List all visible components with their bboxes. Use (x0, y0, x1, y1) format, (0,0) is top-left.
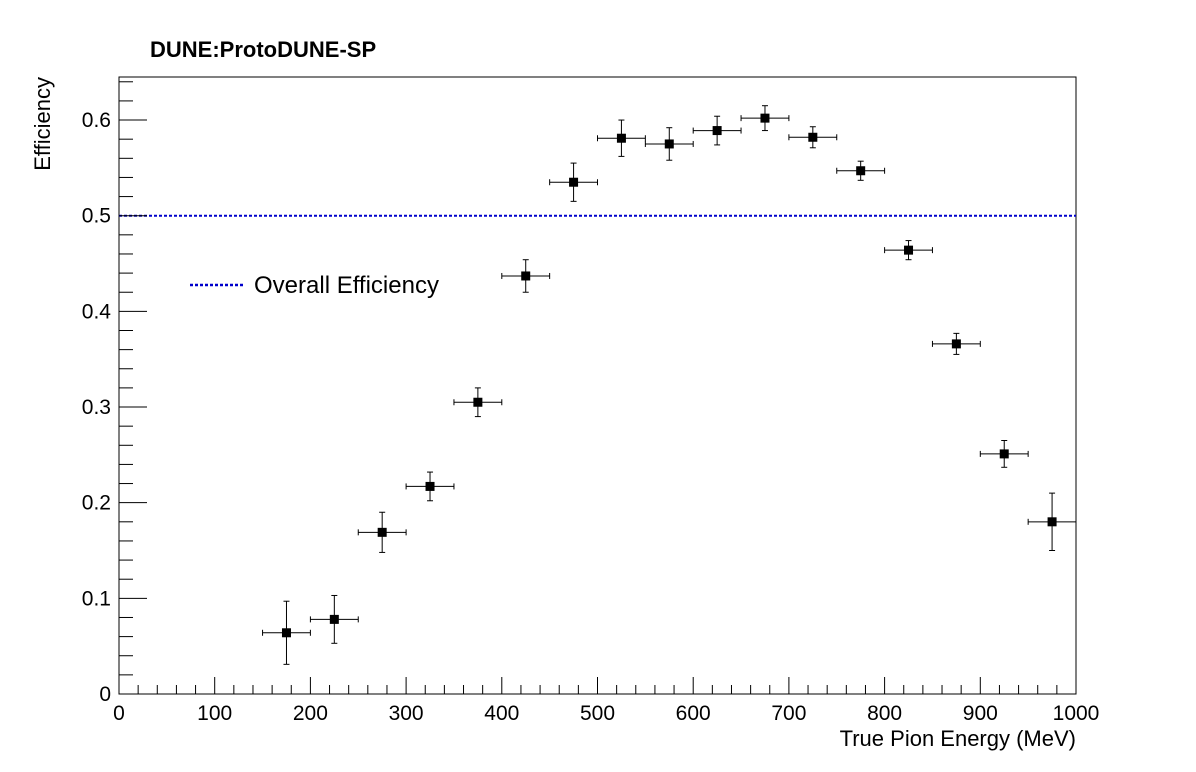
data-point (692, 115, 742, 146)
x-tick-label: 400 (484, 702, 519, 725)
data-point (740, 105, 790, 132)
x-tick-label: 0 (113, 702, 125, 725)
data-point (979, 440, 1029, 468)
data-point (644, 127, 694, 161)
data-marker (904, 245, 914, 255)
data-point (931, 332, 981, 355)
data-marker (712, 126, 722, 136)
data-marker (808, 132, 818, 142)
data-point (597, 119, 646, 157)
legend-label-overall-efficiency: Overall Efficiency (254, 272, 439, 299)
data-marker (425, 481, 435, 491)
data-marker (616, 133, 626, 143)
axis-ticks: 0 100 200 300 400 500 600 700 800 900 1000 0 0.1 0.2 0… (82, 81, 1100, 725)
data-marker (760, 113, 770, 123)
data-point (501, 259, 551, 293)
data-marker (329, 614, 339, 624)
data-point (453, 387, 503, 418)
x-tick-label: 1000 (1053, 702, 1100, 725)
y-tick-label: 0.3 (82, 396, 111, 419)
data-points (262, 105, 1077, 665)
x-tick-label: 300 (389, 702, 424, 725)
y-axis-title: Efficiency (30, 77, 55, 171)
y-tick-label: 0.1 (82, 587, 111, 610)
data-marker (473, 397, 483, 407)
data-marker (281, 628, 291, 638)
chart-title: DUNE:ProtoDUNE-SP (150, 37, 376, 62)
data-point (262, 600, 311, 665)
data-marker (856, 166, 866, 176)
data-point (788, 126, 838, 149)
data-marker (1047, 517, 1057, 527)
x-tick-label: 500 (580, 702, 615, 725)
data-point (405, 471, 455, 502)
y-tick-label: 0 (99, 683, 111, 706)
data-point (1027, 492, 1077, 552)
data-point (836, 160, 886, 181)
y-tick-label: 0.2 (82, 492, 111, 515)
x-tick-label: 800 (867, 702, 902, 725)
legend: Overall Efficiency (190, 272, 439, 299)
data-point (884, 240, 933, 261)
data-point (549, 162, 598, 202)
data-point (309, 594, 359, 644)
x-tick-label: 700 (771, 702, 806, 725)
data-marker (377, 527, 387, 537)
data-marker (521, 271, 531, 281)
y-tick-label: 0.5 (82, 205, 111, 228)
data-point (357, 511, 407, 553)
data-marker (569, 177, 579, 187)
x-tick-label: 200 (293, 702, 328, 725)
x-axis-title: True Pion Energy (MeV) (840, 726, 1076, 751)
y-tick-label: 0.6 (82, 109, 111, 132)
data-marker (951, 339, 961, 349)
data-marker (999, 449, 1009, 459)
x-tick-label: 900 (963, 702, 998, 725)
x-tick-label: 600 (676, 702, 711, 725)
data-marker (664, 139, 674, 149)
x-tick-label: 100 (197, 702, 232, 725)
y-tick-label: 0.4 (82, 300, 112, 323)
